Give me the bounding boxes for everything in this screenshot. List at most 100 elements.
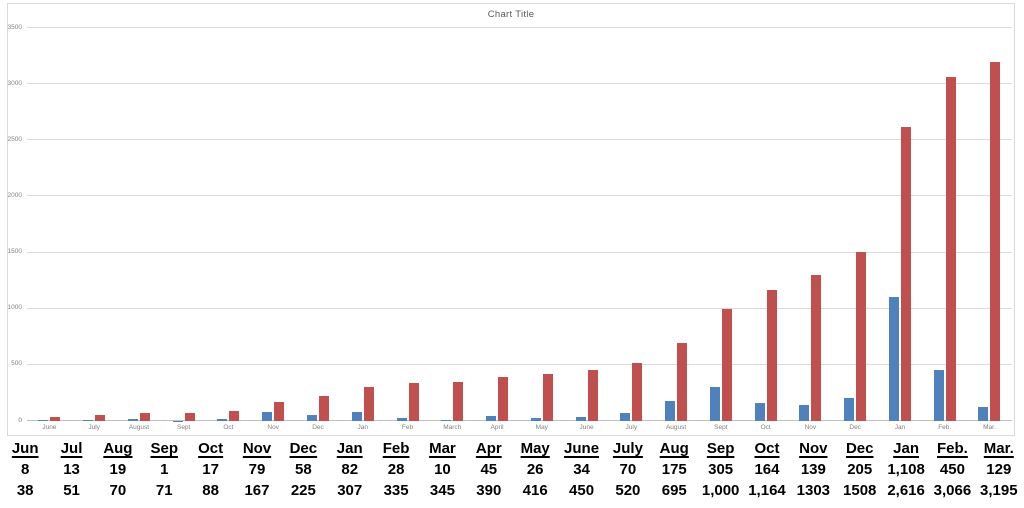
bar-group bbox=[698, 28, 743, 421]
y-tick-label: 1500 bbox=[7, 248, 22, 256]
table-cumulative-row: 38 51 70 71 88 167 225 307 335 345 390 416 450 520 695… bbox=[2, 480, 1022, 501]
bar-group bbox=[609, 28, 654, 421]
gridline bbox=[27, 27, 1012, 28]
table-header-cell: Aug bbox=[659, 440, 689, 457]
table-cumulative-cell: 1,000 bbox=[701, 482, 740, 499]
bar-cumulative bbox=[542, 374, 553, 421]
bar-monthly bbox=[38, 420, 49, 421]
gridline bbox=[27, 307, 1012, 309]
table-monthly-cell: 82 bbox=[341, 461, 359, 478]
table-cumulative-cell: 167 bbox=[244, 482, 270, 499]
bar-monthly bbox=[978, 406, 989, 421]
bar-monthly bbox=[754, 402, 765, 421]
table-cumulative-cell: 695 bbox=[661, 482, 687, 499]
y-tick-label: 3500 bbox=[7, 23, 22, 31]
bar-cumulative bbox=[453, 382, 464, 421]
table-cumulative-cell: 71 bbox=[155, 482, 173, 499]
data-table: Jun Jul Aug Sep Oct Nov Dec Jan Feb Mar Apr May June… bbox=[2, 438, 1022, 501]
bar-monthly bbox=[262, 412, 273, 421]
bar-chart: Chart Title 0 500 1000 1500 2000 2500 3000 3500… bbox=[7, 3, 1015, 436]
table-cumulative-cell: 1303 bbox=[796, 482, 831, 499]
bar-group bbox=[564, 28, 609, 421]
table-monthly-cell: 13 bbox=[63, 461, 80, 478]
bar-monthly bbox=[888, 296, 899, 421]
table-monthly-cell: 129 bbox=[986, 461, 1012, 478]
bar-cumulative bbox=[900, 127, 911, 421]
table-header-cell: Nov bbox=[799, 440, 828, 457]
y-tick-label: 3000 bbox=[7, 79, 22, 87]
bar-group bbox=[385, 28, 430, 421]
bar-group bbox=[296, 28, 341, 421]
gridline bbox=[27, 251, 1012, 253]
gridline bbox=[27, 363, 1012, 365]
table-monthly-cell: 79 bbox=[248, 461, 266, 478]
table-monthly-cell: 164 bbox=[754, 461, 780, 478]
table-cumulative-cell: 450 bbox=[569, 482, 595, 499]
table-monthly-cell: 1,108 bbox=[887, 461, 925, 478]
x-tick-label: Nov bbox=[804, 424, 817, 431]
table-monthly-cell: 205 bbox=[847, 461, 873, 478]
bar-monthly bbox=[709, 386, 720, 421]
table-header-cell: Feb bbox=[382, 440, 410, 457]
bar-monthly bbox=[83, 419, 94, 421]
x-tick-label: Dec bbox=[312, 424, 324, 431]
bar-monthly bbox=[441, 419, 452, 421]
bar-group bbox=[743, 28, 788, 421]
table-header-cell: Jun bbox=[11, 440, 39, 457]
table-header-cell: Jan bbox=[893, 440, 920, 457]
x-tick-label: Feb bbox=[401, 424, 414, 431]
table-cumulative-cell: 51 bbox=[63, 482, 80, 499]
bar-monthly bbox=[486, 415, 497, 421]
bar-monthly bbox=[306, 414, 317, 421]
table-header-cell: Nov bbox=[242, 440, 272, 457]
table-cumulative-cell: 1508 bbox=[843, 482, 877, 499]
bar-group bbox=[833, 28, 878, 421]
x-tick-label: July bbox=[88, 424, 100, 431]
bar-cumulative bbox=[229, 411, 240, 421]
table-header-cell: June bbox=[564, 440, 600, 457]
x-tick-label: August bbox=[128, 424, 150, 431]
table-monthly-row: 8 13 19 1 17 79 58 82 28 10 45 26 34 70 175 305 164 139 20… bbox=[2, 459, 1022, 480]
table-cumulative-cell: 335 bbox=[383, 482, 409, 499]
bar-group bbox=[206, 28, 251, 421]
table-monthly-cell: 8 bbox=[21, 461, 30, 478]
bar-group bbox=[251, 28, 296, 421]
bar-cumulative bbox=[766, 290, 777, 421]
table-cumulative-cell: 307 bbox=[337, 482, 363, 499]
bar-group bbox=[788, 28, 833, 421]
bar-cumulative bbox=[498, 377, 509, 421]
table-header-cell: Sep bbox=[706, 440, 735, 457]
gridline bbox=[27, 83, 1012, 85]
bar-cumulative bbox=[990, 62, 1001, 421]
x-tick-label: Jan bbox=[357, 424, 368, 431]
bar-cumulative bbox=[945, 76, 956, 421]
x-tick-label: May bbox=[535, 424, 548, 431]
bar-group bbox=[72, 28, 117, 421]
bar-monthly bbox=[530, 418, 541, 421]
table-header-cell: Dec bbox=[289, 440, 318, 457]
bar-group bbox=[475, 28, 520, 421]
table-header-cell: Apr bbox=[475, 440, 502, 457]
bar-cumulative bbox=[139, 413, 150, 421]
x-tick-label: Sept bbox=[714, 424, 728, 431]
table-monthly-cell: 45 bbox=[480, 461, 498, 478]
x-tick-label: June bbox=[42, 424, 57, 431]
y-tick-label: 2500 bbox=[7, 135, 22, 143]
table-cumulative-cell: 2,616 bbox=[887, 482, 925, 499]
bar-group bbox=[654, 28, 699, 421]
x-tick-label: Oct bbox=[223, 424, 234, 431]
table-monthly-cell: 305 bbox=[708, 461, 734, 478]
x-tick-label: August bbox=[665, 424, 687, 431]
bar-group bbox=[430, 28, 475, 421]
bar-group bbox=[878, 28, 923, 421]
table-cumulative-cell: 38 bbox=[16, 482, 34, 499]
table-cumulative-cell: 1,164 bbox=[748, 482, 786, 499]
bar-cumulative bbox=[677, 342, 688, 421]
y-tick-label: 500 bbox=[11, 360, 22, 368]
bar-monthly bbox=[799, 405, 810, 421]
table-header-cell: Mar. bbox=[983, 440, 1014, 457]
table-header-cell: Oct bbox=[198, 440, 224, 457]
table-monthly-cell: 70 bbox=[619, 461, 637, 478]
table-monthly-cell: 139 bbox=[800, 461, 826, 478]
x-tick-label: June bbox=[579, 424, 594, 431]
